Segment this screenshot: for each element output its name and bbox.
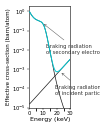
- X-axis label: Energy (keV): Energy (keV): [30, 118, 70, 122]
- Text: Braking radiation
of incident particles: Braking radiation of incident particles: [55, 73, 100, 96]
- Text: Braking radiation
of secondary electrons: Braking radiation of secondary electrons: [44, 24, 100, 55]
- Y-axis label: Effective cross-section (barn/atom): Effective cross-section (barn/atom): [6, 8, 11, 105]
